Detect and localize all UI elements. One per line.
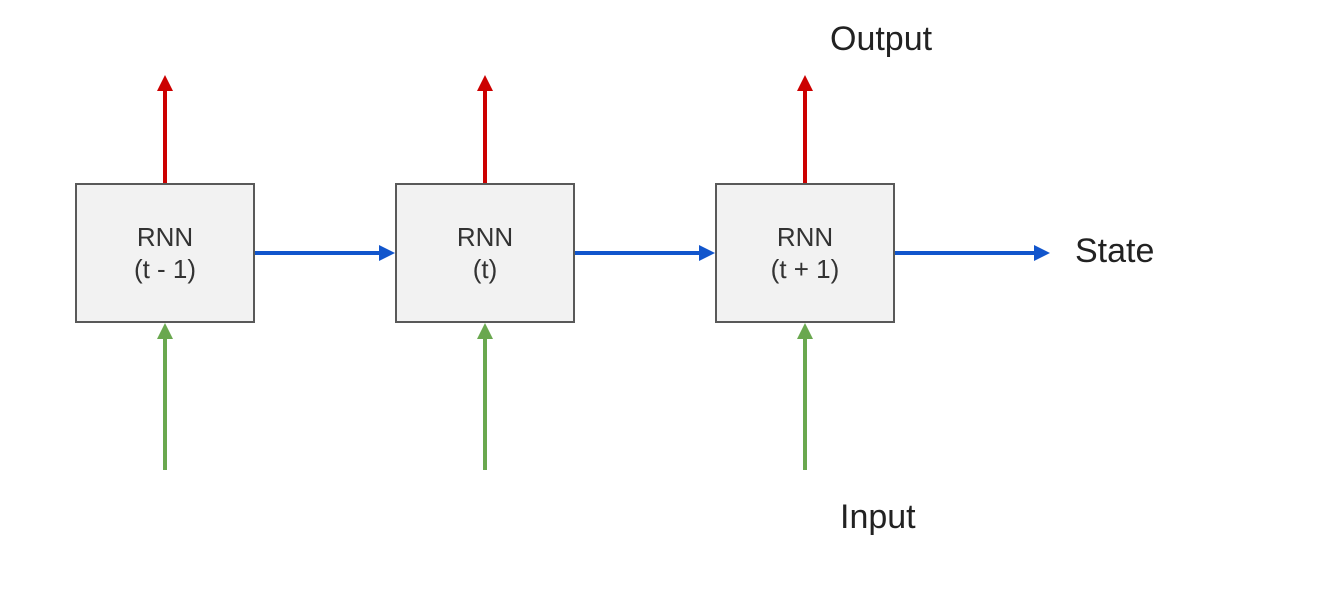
output-arrow — [477, 75, 493, 183]
state-label: State — [1075, 232, 1154, 271]
input-arrow — [477, 323, 493, 470]
rnn-cell-subtitle: (t + 1) — [771, 253, 840, 286]
state-arrow — [575, 245, 715, 261]
rnn-cell: RNN(t + 1) — [715, 183, 895, 323]
state-arrow — [255, 245, 395, 261]
rnn-cell-title: RNN — [777, 221, 833, 254]
rnn-cell-title: RNN — [137, 221, 193, 254]
rnn-cell-subtitle: (t - 1) — [134, 253, 196, 286]
rnn-cell-subtitle: (t) — [473, 253, 498, 286]
rnn-cell-title: RNN — [457, 221, 513, 254]
output-arrow — [797, 75, 813, 183]
rnn-cell: RNN(t) — [395, 183, 575, 323]
input-label: Input — [840, 498, 916, 537]
state-arrow — [895, 245, 1050, 261]
input-arrow — [797, 323, 813, 470]
output-label: Output — [830, 20, 932, 59]
output-arrow — [157, 75, 173, 183]
rnn-cell: RNN(t - 1) — [75, 183, 255, 323]
input-arrow — [157, 323, 173, 470]
